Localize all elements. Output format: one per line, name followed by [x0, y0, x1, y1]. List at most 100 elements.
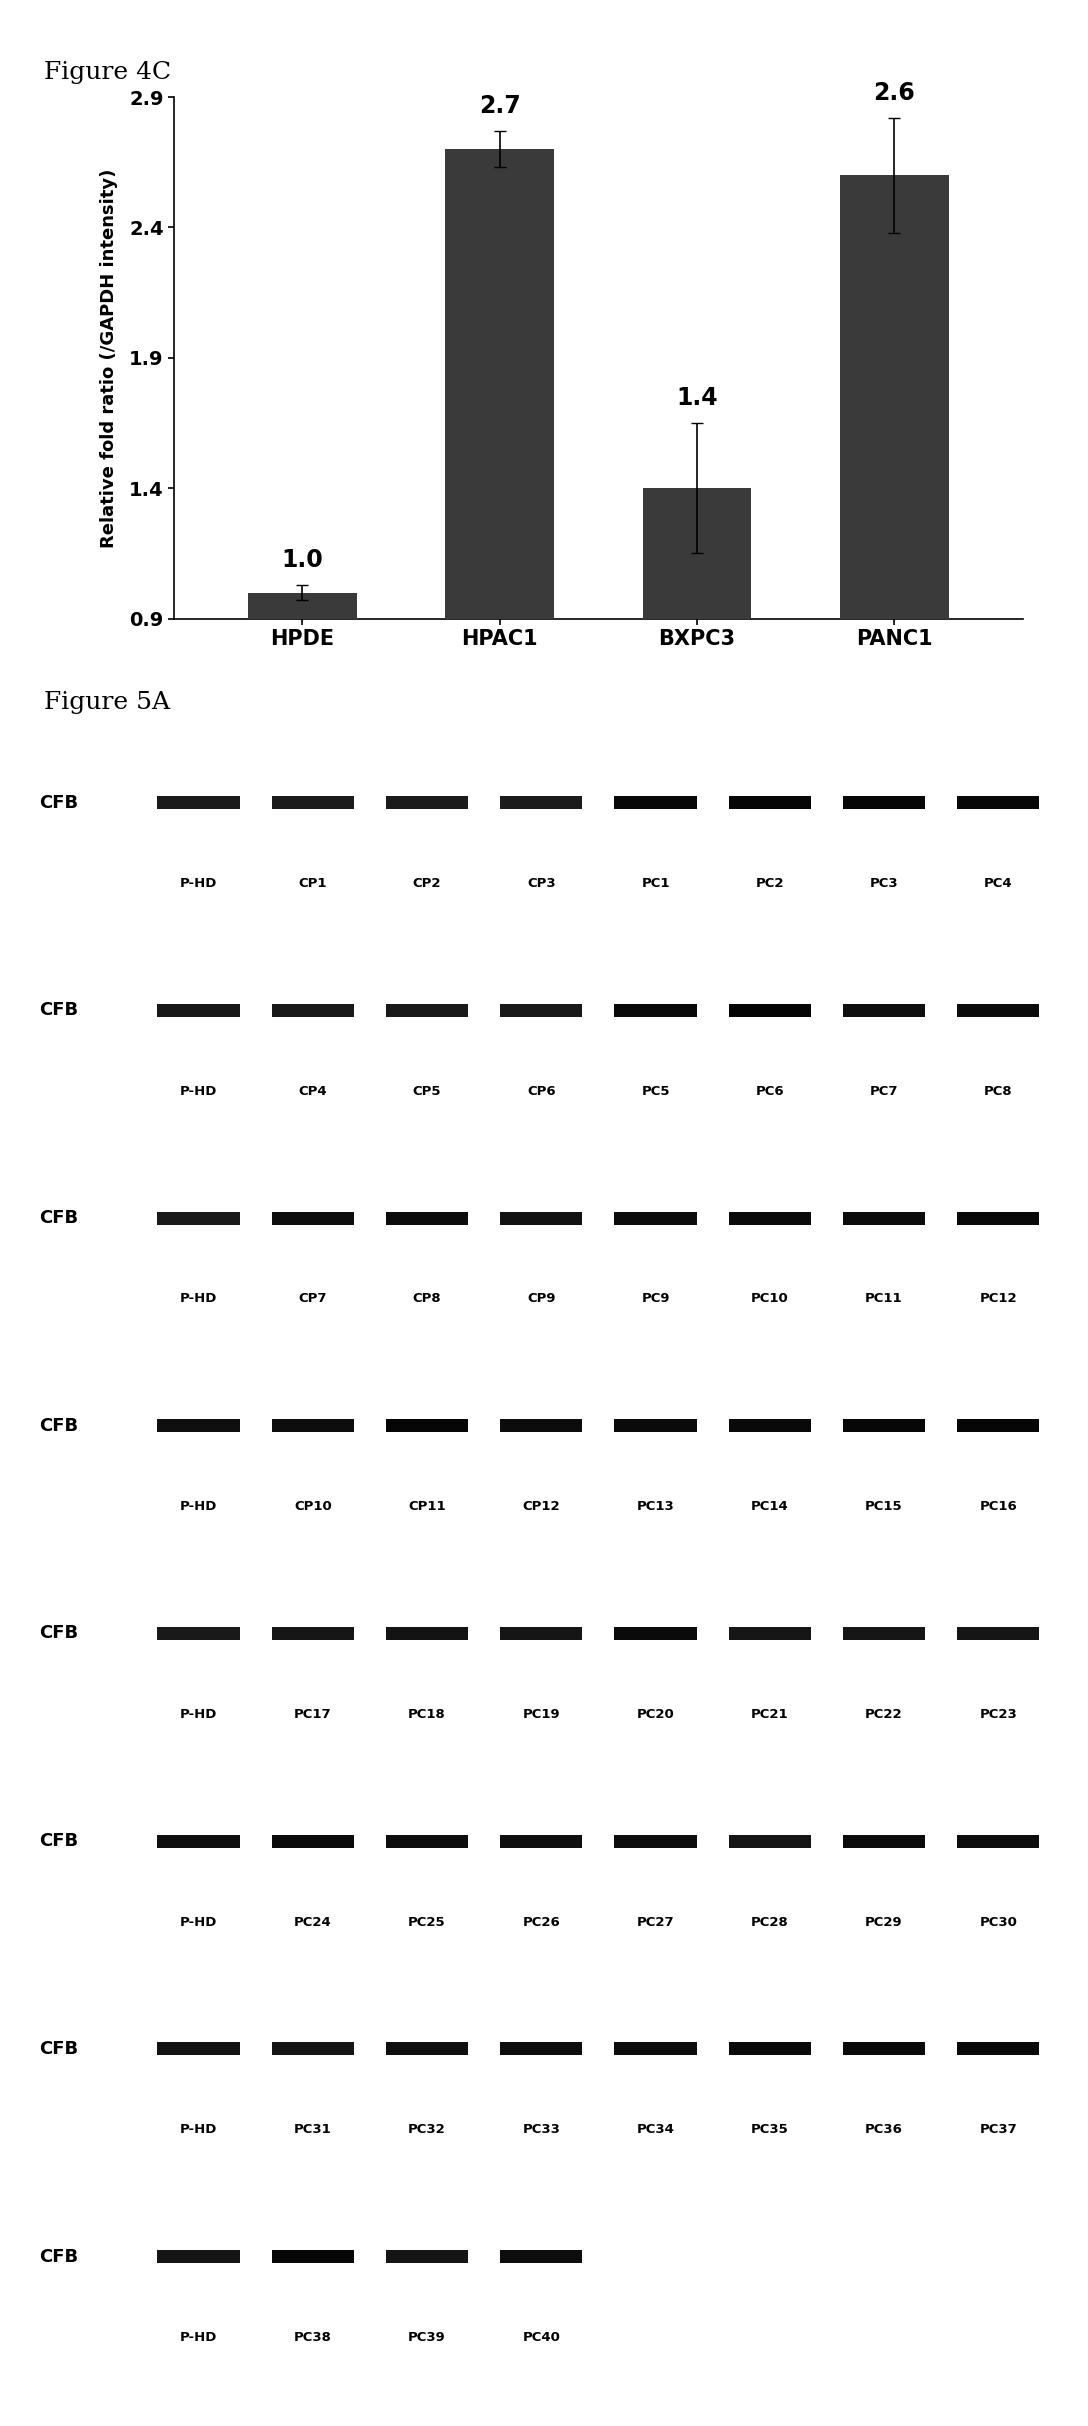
Bar	[615, 796, 696, 808]
Text: P-HD: P-HD	[180, 2123, 218, 2137]
Bar	[957, 1834, 1039, 1849]
Bar	[158, 2251, 239, 2263]
Text: CP1: CP1	[298, 876, 327, 890]
Bar	[158, 1419, 239, 1431]
Bar	[272, 2043, 354, 2055]
Text: CP3: CP3	[527, 876, 556, 890]
Bar	[643, 488, 752, 854]
Text: CP11: CP11	[408, 1499, 446, 1514]
Bar	[500, 796, 582, 808]
Bar	[386, 1004, 468, 1016]
Text: PC18: PC18	[408, 1708, 446, 1720]
Text: P-HD: P-HD	[180, 1293, 218, 1305]
Text: CFB: CFB	[39, 1208, 78, 1228]
Bar	[500, 1628, 582, 1640]
Text: PC22: PC22	[865, 1708, 903, 1720]
Bar	[386, 1211, 468, 1225]
Text: PC6: PC6	[755, 1084, 784, 1097]
Bar	[840, 175, 949, 854]
Bar	[957, 796, 1039, 808]
Text: PC12: PC12	[979, 1293, 1017, 1305]
Text: CFB: CFB	[39, 1417, 78, 1434]
Bar	[957, 1004, 1039, 1016]
Text: P-HD: P-HD	[180, 1917, 218, 1929]
Bar	[158, 1004, 239, 1016]
Text: PC32: PC32	[408, 2123, 446, 2137]
Text: CP7: CP7	[298, 1293, 327, 1305]
Bar	[386, 2251, 468, 2263]
Bar	[729, 796, 811, 808]
Bar	[272, 1004, 354, 1016]
Text: CFB: CFB	[39, 1002, 78, 1019]
Text: 1.4: 1.4	[677, 386, 718, 410]
Text: CP2: CP2	[412, 876, 442, 890]
Text: PC28: PC28	[751, 1917, 789, 1929]
Bar	[843, 796, 925, 808]
Text: CP10: CP10	[294, 1499, 332, 1514]
Text: P-HD: P-HD	[180, 1499, 218, 1514]
Text: PC19: PC19	[522, 1708, 560, 1720]
Bar	[843, 1628, 925, 1640]
Text: PC29: PC29	[865, 1917, 903, 1929]
Bar	[158, 1628, 239, 1640]
Text: P-HD: P-HD	[180, 876, 218, 890]
Bar	[386, 2043, 468, 2055]
Text: 2.6: 2.6	[874, 80, 915, 104]
Bar	[615, 1419, 696, 1431]
Bar	[500, 2251, 582, 2263]
Text: PC40: PC40	[522, 2331, 560, 2344]
Text: PC10: PC10	[751, 1293, 789, 1305]
Bar	[272, 1628, 354, 1640]
Bar	[386, 1628, 468, 1640]
Text: CP9: CP9	[527, 1293, 556, 1305]
Text: PC27: PC27	[636, 1917, 675, 1929]
Text: PC35: PC35	[751, 2123, 789, 2137]
Text: Figure 5A: Figure 5A	[44, 691, 170, 713]
Text: PC17: PC17	[294, 1708, 332, 1720]
Bar	[158, 1211, 239, 1225]
Bar	[843, 1004, 925, 1016]
Text: PC20: PC20	[636, 1708, 675, 1720]
Text: PC9: PC9	[641, 1293, 670, 1305]
Text: PC21: PC21	[751, 1708, 789, 1720]
Text: PC13: PC13	[636, 1499, 675, 1514]
Bar	[843, 1419, 925, 1431]
Bar	[843, 1834, 925, 1849]
Bar	[500, 2043, 582, 2055]
Text: 1.0: 1.0	[282, 548, 323, 573]
Bar	[500, 1419, 582, 1431]
Bar	[729, 1628, 811, 1640]
Bar	[615, 1211, 696, 1225]
Text: CFB: CFB	[39, 2246, 78, 2266]
Text: CFB: CFB	[39, 2040, 78, 2057]
Text: CP4: CP4	[298, 1084, 327, 1097]
Text: PC23: PC23	[979, 1708, 1017, 1720]
Bar	[615, 1834, 696, 1849]
Text: PC31: PC31	[294, 2123, 332, 2137]
Text: CP8: CP8	[412, 1293, 442, 1305]
Bar	[445, 148, 554, 854]
Text: PC26: PC26	[522, 1917, 560, 1929]
Text: 2.7: 2.7	[479, 95, 520, 119]
Bar	[386, 1834, 468, 1849]
Bar	[957, 1211, 1039, 1225]
Bar	[615, 2043, 696, 2055]
Text: PC1: PC1	[641, 876, 670, 890]
Text: PC37: PC37	[979, 2123, 1017, 2137]
Text: PC33: PC33	[522, 2123, 560, 2137]
Bar	[843, 1211, 925, 1225]
Y-axis label: Relative fold ratio (/GAPDH intensity): Relative fold ratio (/GAPDH intensity)	[100, 167, 118, 548]
Text: CFB: CFB	[39, 793, 78, 813]
Bar	[386, 796, 468, 808]
Text: PC15: PC15	[865, 1499, 903, 1514]
Text: PC8: PC8	[984, 1084, 1013, 1097]
Bar	[843, 2043, 925, 2055]
Bar	[729, 2043, 811, 2055]
Text: PC4: PC4	[984, 876, 1013, 890]
Text: PC16: PC16	[979, 1499, 1017, 1514]
Text: PC11: PC11	[865, 1293, 903, 1305]
Bar	[957, 2043, 1039, 2055]
Bar	[386, 1419, 468, 1431]
Bar	[957, 1628, 1039, 1640]
Text: P-HD: P-HD	[180, 1708, 218, 1720]
